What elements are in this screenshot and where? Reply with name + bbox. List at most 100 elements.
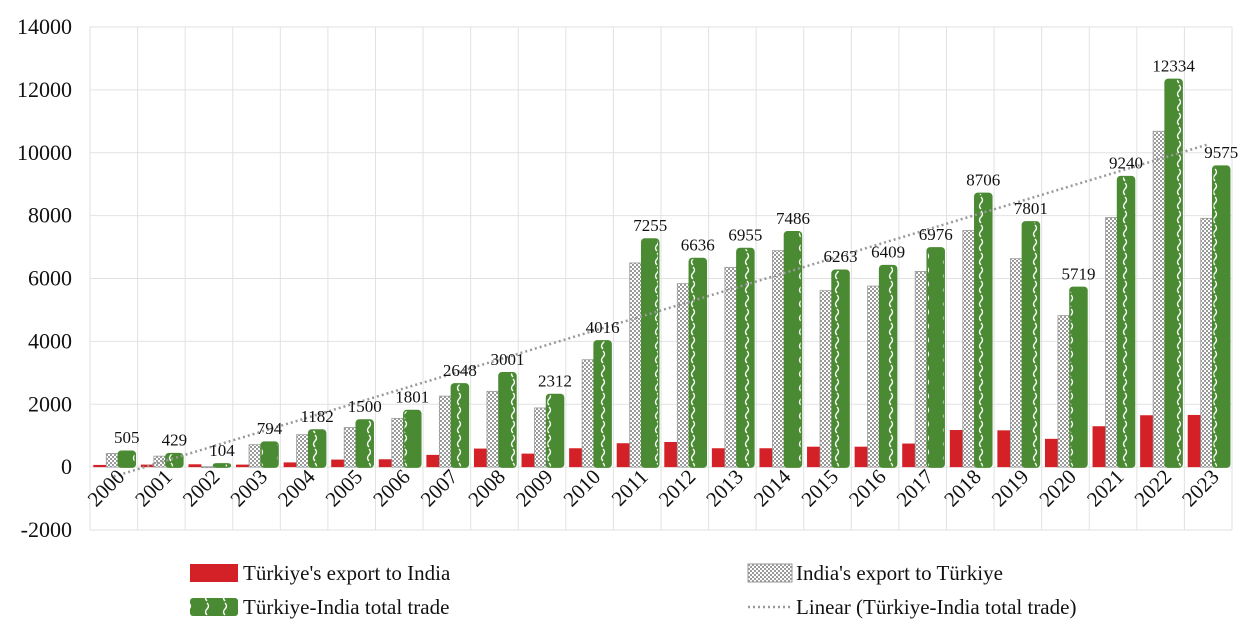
bar-total-trade <box>1164 78 1183 468</box>
y-tick-label: 2000 <box>28 391 72 416</box>
bar-turkiye-export <box>473 448 487 468</box>
bar-india-export <box>296 434 311 468</box>
data-label: 7486 <box>776 209 810 228</box>
bar-total-trade <box>783 231 803 468</box>
data-label: 2312 <box>538 371 572 390</box>
bar-turkiye-export <box>521 453 535 468</box>
data-label: 6263 <box>824 247 858 266</box>
data-label: 12334 <box>1152 56 1195 75</box>
bar-india-export <box>819 290 834 468</box>
legend: Türkiye's export to India India's export… <box>190 561 1076 619</box>
bar-india-export <box>629 262 644 468</box>
bar-turkiye-export <box>569 448 583 468</box>
gridlines <box>89 26 1233 531</box>
bar-india-export <box>676 283 691 468</box>
y-tick-label: 10000 <box>17 140 72 165</box>
y-tick-label: 0 <box>61 454 72 479</box>
bar-total-trade <box>1021 221 1041 468</box>
bar-india-export <box>772 250 786 468</box>
bar-turkiye-export <box>1187 414 1201 468</box>
legend-swatch-turkiye-export <box>190 564 238 582</box>
bar-turkiye-export <box>902 443 916 468</box>
data-label: 1182 <box>300 407 333 426</box>
data-label: 9575 <box>1204 143 1238 162</box>
bar-india-export <box>1152 130 1167 468</box>
data-labels: 505 429 104 794 1182 1500 1801 2648 3001 2312 4016… <box>114 56 1238 459</box>
data-label: 104 <box>209 441 235 460</box>
bar-india-export <box>962 230 977 468</box>
bar-total-trade <box>403 409 422 468</box>
y-axis-ticks: -2000 0 2000 4000 6000 8000 10000 12000 14000 <box>17 14 72 542</box>
bar-total-trade <box>1069 286 1088 468</box>
bar-turkiye-export <box>711 448 725 468</box>
data-label: 9240 <box>1109 154 1143 173</box>
data-label: 6976 <box>919 225 953 244</box>
bar-total-trade <box>355 419 374 468</box>
bar-total-trade <box>260 441 279 468</box>
bar-turkiye-export <box>236 464 250 468</box>
data-label: 4016 <box>586 318 620 337</box>
bar-total-trade <box>545 393 565 468</box>
y-tick-label: 14000 <box>17 14 72 39</box>
bar-total-trade <box>307 429 327 468</box>
data-label: 794 <box>257 419 283 438</box>
legend-swatch-total-trade <box>190 598 238 616</box>
bar-total-trade <box>498 372 517 468</box>
data-label: 2648 <box>443 361 477 380</box>
bar-turkiye-export <box>378 459 392 468</box>
data-label: 1801 <box>395 388 429 407</box>
data-label: 1500 <box>348 397 382 416</box>
bar-india-export <box>438 395 453 468</box>
bar-turkiye-export <box>188 464 202 468</box>
bar-india-export <box>534 407 548 468</box>
bar-india-export <box>1200 217 1215 468</box>
legend-label-trendline: Linear (Türkiye-India total trade) <box>796 595 1076 619</box>
y-tick-label: 12000 <box>17 77 72 102</box>
bar-turkiye-export <box>426 454 440 468</box>
y-tick-label: -2000 <box>21 517 72 542</box>
bar-total-trade <box>640 238 660 468</box>
bar-turkiye-export <box>1140 415 1154 468</box>
legend-label-turkiye-export: Türkiye's export to India <box>243 561 451 585</box>
y-tick-label: 6000 <box>28 266 72 291</box>
bar-total-trade <box>450 383 470 468</box>
bar-total-trade <box>736 247 755 468</box>
bar-total-trade <box>593 340 612 468</box>
y-tick-label: 8000 <box>28 203 72 228</box>
legend-label-total-trade: Türkiye-India total trade <box>243 595 449 619</box>
bar-turkiye-export <box>331 459 345 468</box>
data-label: 429 <box>162 431 188 450</box>
trendline <box>113 143 1209 478</box>
bar-india-export <box>486 390 501 468</box>
bar-total-trade <box>688 257 708 468</box>
bar-india-export <box>391 417 406 468</box>
bar-turkiye-export <box>664 441 678 468</box>
bar-total-trade <box>212 463 232 468</box>
bar-india-export <box>1009 258 1024 468</box>
data-label: 6409 <box>871 243 905 262</box>
bar-turkiye-export <box>1044 438 1058 468</box>
bar-india-export <box>914 270 929 468</box>
y-tick-label: 4000 <box>28 328 72 353</box>
bar-total-trade <box>1211 165 1231 468</box>
data-label: 505 <box>114 428 140 447</box>
bar-total-trade <box>117 450 137 468</box>
bar-turkiye-export <box>949 430 963 468</box>
data-label: 3001 <box>490 350 524 369</box>
bar-turkiye-export <box>997 430 1011 468</box>
bar-total-trade <box>974 192 993 468</box>
bars <box>93 78 1231 469</box>
data-label: 8706 <box>966 170 1000 189</box>
bar-total-trade <box>165 452 184 468</box>
bar-india-export <box>343 427 358 468</box>
bar-turkiye-export <box>616 443 630 468</box>
bar-total-trade <box>831 269 850 468</box>
bar-turkiye-export <box>1092 426 1106 468</box>
bar-turkiye-export <box>283 462 297 468</box>
bar-india-export <box>1057 315 1072 468</box>
bar-total-trade <box>878 264 898 468</box>
bar-total-trade <box>926 247 945 468</box>
data-label: 7801 <box>1014 199 1048 218</box>
bar-india-export <box>1105 217 1119 468</box>
